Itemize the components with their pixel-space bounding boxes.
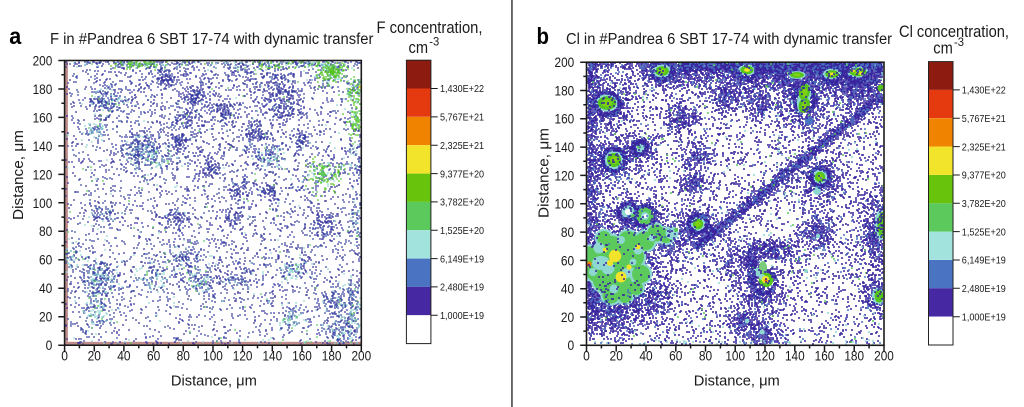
svg-text:1,430E+22: 1,430E+22 [962,86,1006,97]
svg-text:20: 20 [88,348,102,363]
svg-text:120: 120 [33,167,53,182]
svg-text:140: 140 [555,140,575,155]
svg-text:F concentration,: F concentration, [377,19,483,37]
svg-text:180: 180 [844,348,864,363]
svg-text:40: 40 [561,282,575,297]
svg-text:60: 60 [561,253,575,268]
svg-text:-3: -3 [954,35,964,49]
svg-text:200: 200 [555,55,575,70]
svg-text:20: 20 [610,348,624,363]
svg-text:Distance, μm: Distance, μm [171,374,257,390]
svg-text:6,149E+19: 6,149E+19 [962,256,1006,267]
svg-text:0: 0 [583,348,590,363]
svg-text:80: 80 [699,348,713,363]
svg-text:2,325E+21: 2,325E+21 [440,141,484,152]
svg-text:3,782E+20: 3,782E+20 [440,198,484,209]
svg-text:1,430E+22: 1,430E+22 [440,84,484,95]
svg-text:160: 160 [815,348,835,363]
svg-text:140: 140 [33,139,53,154]
svg-text:160: 160 [33,110,53,125]
svg-text:0: 0 [61,348,68,363]
svg-text:160: 160 [555,112,575,127]
svg-text:60: 60 [669,348,683,363]
svg-text:Distance, μm: Distance, μm [694,374,780,390]
svg-text:80: 80 [561,225,575,240]
svg-text:200: 200 [33,53,53,68]
svg-text:Distance, μm: Distance, μm [11,130,27,220]
svg-text:140: 140 [785,348,805,363]
svg-text:1,525E+20: 1,525E+20 [962,227,1006,238]
svg-text:0: 0 [46,338,53,353]
svg-text:40: 40 [39,281,53,296]
svg-text:a: a [9,23,21,49]
svg-text:cm: cm [409,39,429,57]
svg-text:120: 120 [555,168,575,183]
svg-text:120: 120 [755,348,775,363]
svg-text:40: 40 [117,348,131,363]
svg-text:2,325E+21: 2,325E+21 [962,142,1006,153]
svg-text:Cl concentration,: Cl concentration, [899,23,1009,41]
svg-text:80: 80 [177,348,191,363]
svg-text:-3: -3 [429,35,439,49]
svg-text:160: 160 [292,348,312,363]
svg-text:5,767E+21: 5,767E+21 [962,114,1006,125]
svg-text:Distance, μm: Distance, μm [537,128,553,218]
svg-text:140: 140 [262,348,282,363]
svg-text:6,149E+19: 6,149E+19 [440,254,484,265]
svg-text:9,377E+20: 9,377E+20 [962,171,1006,182]
svg-text:Cl in #Pandrea 6 SBT 17-74 wit: Cl in #Pandrea 6 SBT 17-74 with dynamic … [566,31,892,48]
svg-text:200: 200 [874,348,894,363]
svg-text:120: 120 [233,348,253,363]
svg-text:9,377E+20: 9,377E+20 [440,169,484,180]
svg-text:40: 40 [639,348,653,363]
svg-text:F in #Pandrea 6 SBT 17-74 with: F in #Pandrea 6 SBT 17-74 with dynamic t… [50,31,373,48]
svg-text:3,782E+20: 3,782E+20 [962,199,1006,210]
svg-text:100: 100 [203,348,223,363]
svg-text:200: 200 [351,348,371,363]
svg-text:60: 60 [147,348,161,363]
svg-text:5,767E+21: 5,767E+21 [440,113,484,124]
svg-text:2,480E+19: 2,480E+19 [440,283,484,294]
svg-text:2,480E+19: 2,480E+19 [962,284,1006,295]
svg-text:180: 180 [322,348,342,363]
svg-text:80: 80 [39,224,53,239]
svg-text:1,000E+19: 1,000E+19 [962,312,1006,323]
svg-text:cm: cm [933,39,953,57]
svg-text:60: 60 [39,253,53,268]
svg-text:100: 100 [725,348,745,363]
svg-text:20: 20 [39,310,53,325]
svg-text:20: 20 [561,310,575,325]
svg-text:180: 180 [33,82,53,97]
svg-text:b: b [537,23,550,49]
svg-text:0: 0 [568,338,575,353]
svg-text:100: 100 [555,197,575,212]
svg-text:1,000E+19: 1,000E+19 [440,311,484,322]
svg-text:1,525E+20: 1,525E+20 [440,226,484,237]
svg-text:100: 100 [33,196,53,211]
svg-text:180: 180 [555,83,575,98]
